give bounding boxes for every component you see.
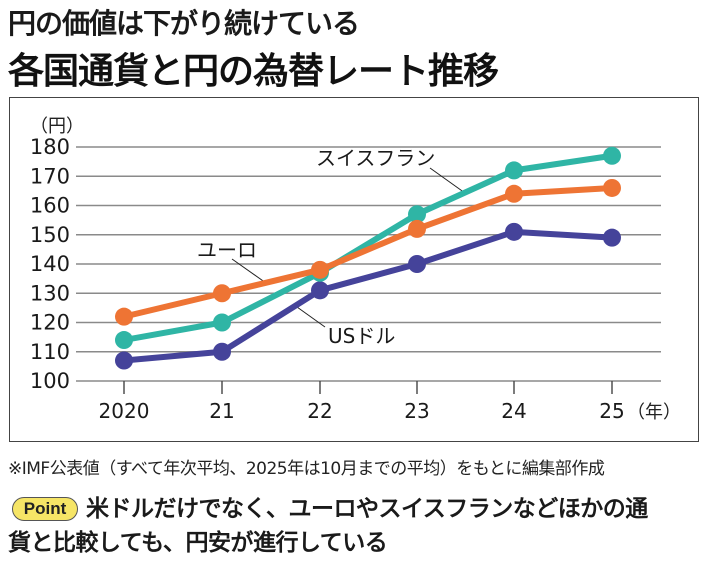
annotation-usd: USドル: [328, 324, 395, 348]
y-tick-label: 150: [30, 223, 70, 247]
x-tick-label: 21: [209, 399, 234, 423]
series-line: [121, 184, 615, 320]
data-point: [408, 255, 426, 273]
chart-title: 各国通貨と円の為替レート推移: [8, 51, 499, 92]
y-unit-label: （円）: [30, 116, 84, 137]
annotation-eur: ユーロ: [197, 238, 257, 262]
data-point: [311, 260, 329, 279]
data-point: [115, 307, 133, 326]
y-tick-label: 140: [30, 252, 70, 276]
point-text-line1: 米ドルだけでなく、ユーロやスイスフランなどほかの通: [86, 496, 648, 522]
leader-line-chf: [429, 167, 466, 194]
annotation-chf: スイスフラン: [316, 146, 435, 170]
point-text-line2: 貨と比較しても、円安が進行している: [8, 530, 388, 556]
y-tick-label: 180: [30, 135, 70, 159]
series-line: [121, 228, 615, 364]
line-chart: 100 110 120 130 140 150 160 170 180 2020 21 22 23 24…: [30, 116, 681, 423]
chart-subtitle: 円の価値は下がり続けている: [8, 7, 360, 40]
data-point: [311, 281, 329, 300]
point-badge: Point: [12, 497, 78, 521]
x-tick-label: 24: [501, 399, 526, 423]
data-point: [603, 228, 621, 247]
x-tick-label: 23: [404, 399, 429, 423]
y-tick-label: 100: [30, 369, 70, 393]
series-USドル: [115, 222, 621, 370]
leader-line-eur: [231, 258, 267, 284]
series-ユーロ: [115, 178, 621, 326]
data-point: [408, 219, 426, 238]
data-point: [505, 222, 523, 241]
series-line: [121, 152, 615, 344]
data-point: [213, 342, 231, 361]
data-point: [505, 161, 523, 180]
x-tick-label: 2020: [99, 399, 150, 423]
y-tick-label: 120: [30, 311, 70, 335]
point-text: 米ドルだけでなく、ユーロやスイスフランなどほかの通 貨と比較しても、円安が進行し…: [8, 492, 706, 560]
data-point: [213, 313, 231, 332]
chart-frame: [9, 97, 699, 442]
y-tick-label: 130: [30, 281, 70, 305]
y-tick-label: 170: [30, 164, 70, 188]
data-point: [603, 178, 621, 197]
x-unit-label: （年）: [627, 402, 681, 423]
leader-line-usd: [296, 306, 326, 328]
data-point: [408, 205, 426, 224]
data-point: [603, 146, 621, 165]
x-tick-label: 25: [599, 399, 624, 423]
y-tick-label: 110: [30, 340, 70, 364]
data-point: [115, 351, 133, 370]
data-point: [115, 331, 133, 350]
data-point: [213, 284, 231, 303]
source-footnote: ※IMF公表値（すべて年次平均、2025年は10月までの平均）をもとに編集部作成: [8, 459, 605, 479]
x-tick-label: 22: [307, 399, 332, 423]
data-point: [505, 184, 523, 203]
y-tick-label: 160: [30, 194, 70, 218]
